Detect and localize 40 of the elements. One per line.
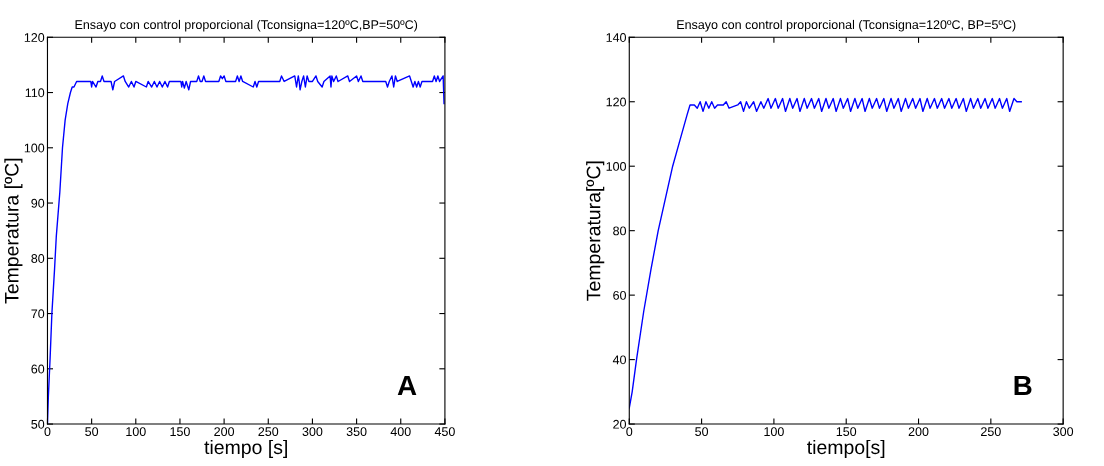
x-tick-label: 250 [258,427,279,437]
y-tick-label: 60 [31,364,45,374]
y-tick-label: 80 [31,254,45,263]
y-tick-label: 120 [24,33,45,42]
x-axis-title: tiempo [s] [204,439,287,458]
x-tick-label: 200 [214,427,235,437]
y-tick-label: 60 [613,290,627,300]
y-tick-label: 20 [613,419,627,429]
x-tick-label: 200 [908,427,929,437]
x-tick-label: 0 [44,427,51,437]
chart-title: Ensayo con control proporcional (Tconsigna=120ºC, BP=5ºC) [677,19,1016,32]
y-axis-title: Temperatura [ºC] [4,158,23,304]
y-tick-label: 140 [606,33,627,42]
y-tick-label: 100 [606,162,627,171]
x-tick-label: 450 [434,427,455,437]
x-tick-label: 400 [390,427,411,437]
x-tick-label: 300 [302,427,323,437]
annotation: A [397,375,417,396]
annotation: B [1014,375,1032,396]
x-tick-label: 350 [346,427,367,437]
x-tick-label: 100 [764,427,784,437]
chart-title: Ensayo con control proporcional (Tconsigna=120ºC,BP=50ºC) [75,19,418,32]
x-tick-label: 300 [1053,427,1074,437]
x-tick-label: 50 [85,427,99,437]
y-tick-label: 100 [24,143,45,153]
y-axis-title: Temperatura[ºC] [586,161,605,301]
x-tick-label: 150 [836,427,857,437]
x-tick-label: 250 [981,427,1001,437]
x-tick-label: 100 [126,427,146,437]
y-tick-label: 110 [25,88,45,98]
x-tick-label: 50 [695,427,709,437]
y-tick-label: 90 [31,198,45,208]
y-tick-label: 50 [31,419,45,429]
x-axis-title: tiempo[s] [807,439,885,458]
y-tick-label: 70 [31,309,45,319]
y-tick-label: 80 [613,226,627,236]
x-tick-label: 150 [170,427,190,437]
y-tick-label: 120 [606,97,627,107]
x-tick-label: 0 [626,427,633,437]
y-tick-label: 40 [612,355,627,365]
